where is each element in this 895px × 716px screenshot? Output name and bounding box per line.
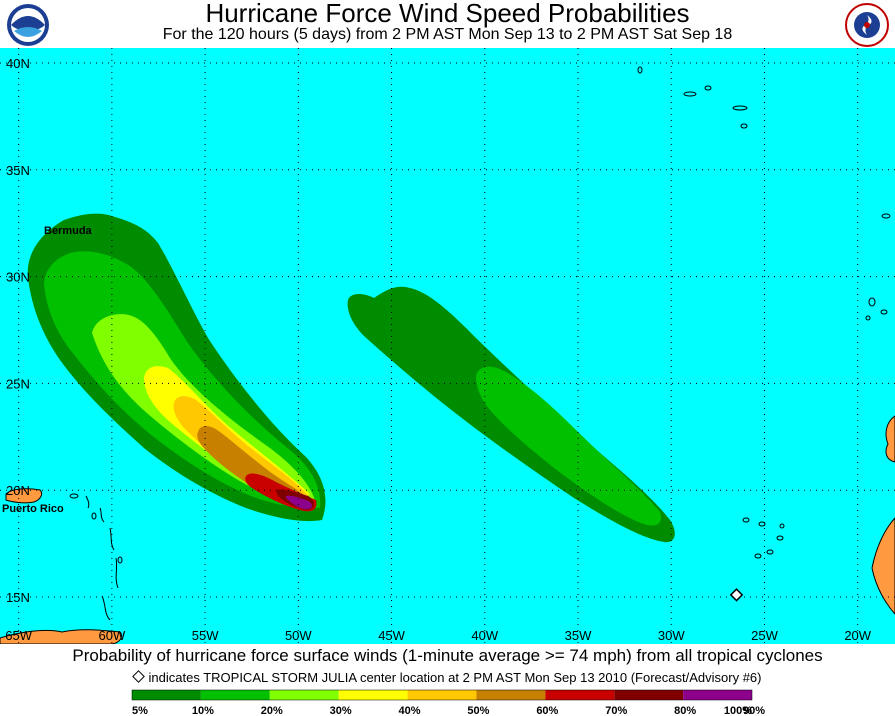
legend-swatch bbox=[407, 690, 477, 700]
legend-label: 70% bbox=[605, 705, 627, 716]
lat-label: 30N bbox=[6, 270, 30, 285]
probability-map: 40N 35N 30N 25N 20N 15N 65W 60W 55W 50W 45W 40W 35W… bbox=[0, 48, 895, 644]
lon-label: 30W bbox=[658, 628, 685, 643]
legend-swatch bbox=[269, 690, 339, 700]
puerto-rico-land bbox=[5, 488, 43, 504]
legend-label: 40% bbox=[399, 705, 421, 716]
africa-coast-land bbox=[885, 415, 895, 463]
legend-label: 80% bbox=[674, 705, 696, 716]
lon-label: 60W bbox=[99, 628, 126, 643]
bermuda-label: Bermuda bbox=[44, 225, 93, 237]
lon-label: 55W bbox=[192, 628, 219, 643]
legend-label: 90% bbox=[743, 705, 765, 716]
storm-diamond-icon bbox=[131, 670, 145, 683]
latitude-labels: 40N 35N 30N 25N 20N 15N bbox=[6, 56, 30, 605]
lon-label: 65W bbox=[5, 628, 32, 643]
longitude-labels: 65W 60W 55W 50W 45W 40W 35W 30W 25W 20W bbox=[5, 628, 872, 643]
legend-label: 5% bbox=[132, 705, 148, 716]
legend-outline bbox=[131, 689, 753, 701]
storm-note-text: indicates TROPICAL STORM JULIA center lo… bbox=[148, 670, 762, 685]
lon-label: 20W bbox=[844, 628, 871, 643]
lon-label: 40W bbox=[471, 628, 498, 643]
lon-label: 50W bbox=[285, 628, 312, 643]
legend-swatch bbox=[200, 690, 270, 700]
probability-swath-western bbox=[27, 213, 326, 522]
legend-swatch bbox=[338, 690, 408, 700]
legend-label: 30% bbox=[330, 705, 352, 716]
legend-label: 100% bbox=[724, 705, 752, 716]
lat-label: 40N bbox=[6, 56, 30, 71]
lat-label: 25N bbox=[6, 376, 30, 391]
lat-label: 35N bbox=[6, 163, 30, 178]
probability-legend: 5% 10% 20% 30% 40% 50% 60% 70% 80% 90%100% bbox=[131, 689, 765, 716]
legend-swatch bbox=[683, 690, 752, 700]
map-subtitle: For the 120 hours (5 days) from 2 PM AST… bbox=[162, 26, 733, 43]
puerto-rico-label: Puerto Rico bbox=[2, 503, 64, 515]
legend-swatch bbox=[476, 690, 546, 700]
map-caption: Probability of hurricane force surface w… bbox=[72, 646, 823, 665]
lesser-antilles-land bbox=[0, 629, 123, 644]
map-header: Hurricane Force Wind Speed Probabilities… bbox=[0, 0, 895, 48]
storm-note: indicates TROPICAL STORM JULIA center lo… bbox=[0, 670, 895, 685]
noaa-logo bbox=[7, 4, 49, 46]
legend-label: 50% bbox=[467, 705, 489, 716]
legend-swatch bbox=[545, 690, 615, 700]
lon-label: 25W bbox=[751, 628, 778, 643]
legend-label: 60% bbox=[536, 705, 558, 716]
lon-label: 45W bbox=[378, 628, 405, 643]
lat-label: 20N bbox=[6, 483, 30, 498]
map-title: Hurricane Force Wind Speed Probabilities bbox=[205, 0, 690, 28]
landmasses bbox=[0, 66, 895, 644]
legend-label: 20% bbox=[261, 705, 283, 716]
legend-label: 10% bbox=[192, 705, 214, 716]
cape-verde-land bbox=[871, 517, 895, 615]
lon-label: 35W bbox=[565, 628, 592, 643]
legend-swatch bbox=[614, 690, 684, 700]
national-weather-service-logo bbox=[845, 3, 889, 47]
lat-label: 15N bbox=[6, 590, 30, 605]
legend-swatch bbox=[132, 690, 201, 700]
probability-swath-eastern bbox=[347, 286, 675, 543]
storm-center-diamond-icon bbox=[729, 588, 744, 602]
